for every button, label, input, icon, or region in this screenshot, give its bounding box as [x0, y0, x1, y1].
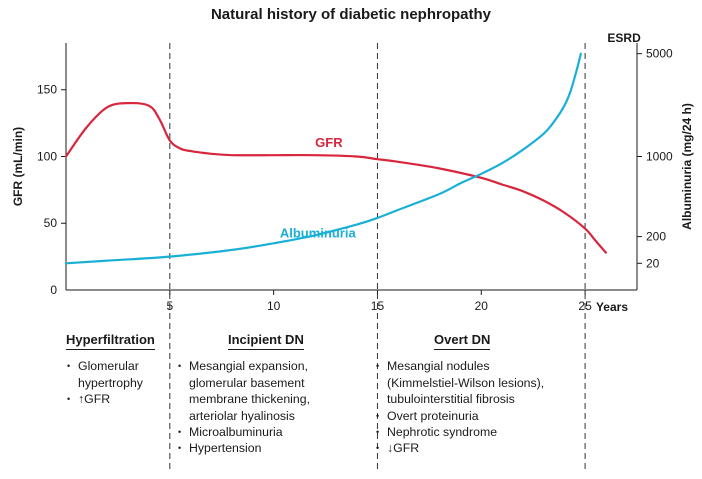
list-item: Glomerular hypertrophy	[66, 358, 164, 391]
series-line-gfr	[64, 101, 607, 254]
x-axis-title: Years	[596, 300, 628, 314]
y-tick-label-left: 100	[37, 149, 57, 163]
y-tick-label-right: 200	[646, 230, 666, 244]
stage-incipient-dn: Incipient DN Mesangial expansion, glomer…	[177, 332, 347, 457]
x-tick-label: 20	[475, 299, 489, 313]
chart-title: Natural history of diabetic nephropathy	[211, 6, 492, 23]
x-tick-label: 10	[267, 299, 281, 313]
list-item: Mesangial expansion, glomerular basement…	[177, 358, 347, 424]
y-tick-label-left: 50	[44, 216, 58, 230]
stage-list: Glomerular hypertrophy ↑GFR	[66, 358, 164, 408]
stage-list: Mesangial nodules (Kimmelstiel-Wilson le…	[375, 358, 550, 457]
list-item: Mesangial nodules (Kimmelstiel-Wilson le…	[375, 358, 550, 407]
list-item-gfr: ↑GFR	[66, 391, 164, 408]
y-tick-label-left: 150	[37, 83, 57, 97]
esrd-label: ESRD	[607, 31, 641, 45]
gfr-label: GFR	[393, 441, 420, 456]
list-item: Nephrotic syndrome	[375, 424, 550, 441]
stage-hyperfiltration: Hyperfiltration Glomerular hypertrophy ↑…	[66, 332, 164, 408]
arrow-up-icon: ↑	[78, 392, 85, 407]
list-item-gfr: ↓GFR	[375, 440, 550, 457]
stage-overt-dn: Overt DN Mesangial nodules (Kimmelstiel-…	[375, 332, 550, 457]
series-label-gfr: GFR	[315, 135, 343, 150]
list-item: Overt proteinuria	[375, 408, 550, 425]
stage-title: Hyperfiltration	[66, 332, 155, 351]
stage-title: Incipient DN	[228, 332, 304, 351]
y-axis-title-right: Albuminuria (mg/24 h)	[680, 103, 694, 230]
y-axis-title-left: GFR (mL/min)	[11, 127, 25, 206]
series-line-albuminuria	[64, 52, 582, 265]
y-tick-label-left: 0	[50, 283, 57, 297]
stage-title: Overt DN	[434, 332, 491, 351]
series-label-albuminuria: Albuminuria	[280, 226, 357, 241]
y-tick-label-right: 5000	[646, 47, 673, 61]
y-tick-label-right: 20	[646, 256, 660, 270]
gfr-label: GFR	[84, 392, 111, 407]
stage-list: Mesangial expansion, glomerular basement…	[177, 358, 347, 457]
list-item: Microalbuminuria	[177, 424, 347, 441]
y-tick-label-right: 1000	[646, 149, 673, 163]
list-item: Hypertension	[177, 440, 347, 457]
arrow-down-icon: ↓	[387, 441, 394, 456]
